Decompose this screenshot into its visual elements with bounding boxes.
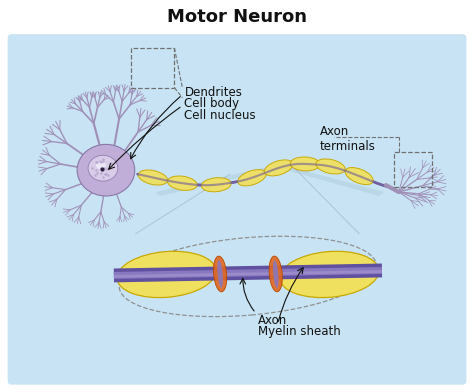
Polygon shape — [155, 164, 384, 196]
Ellipse shape — [168, 176, 197, 191]
Ellipse shape — [238, 170, 266, 186]
Text: Cell body: Cell body — [184, 97, 239, 110]
Ellipse shape — [280, 251, 379, 298]
Ellipse shape — [213, 256, 227, 292]
Bar — [131, 48, 174, 88]
Bar — [394, 152, 432, 187]
Text: Cell nucleus: Cell nucleus — [184, 109, 256, 122]
Text: Myelin sheath: Myelin sheath — [258, 325, 341, 338]
Ellipse shape — [269, 256, 283, 292]
Text: Axon: Axon — [258, 314, 287, 327]
Text: Axon
terminals: Axon terminals — [319, 125, 375, 152]
Ellipse shape — [117, 251, 216, 298]
Ellipse shape — [77, 144, 135, 196]
Ellipse shape — [88, 155, 118, 181]
FancyBboxPatch shape — [8, 34, 466, 385]
Ellipse shape — [273, 260, 279, 288]
Ellipse shape — [201, 178, 231, 192]
Ellipse shape — [96, 161, 106, 169]
Ellipse shape — [138, 170, 167, 185]
Text: Dendrites: Dendrites — [184, 86, 242, 99]
Ellipse shape — [218, 260, 223, 288]
Ellipse shape — [316, 159, 345, 174]
Text: Motor Neuron: Motor Neuron — [167, 8, 307, 26]
Ellipse shape — [264, 160, 293, 176]
Ellipse shape — [290, 157, 320, 171]
Ellipse shape — [345, 167, 373, 185]
